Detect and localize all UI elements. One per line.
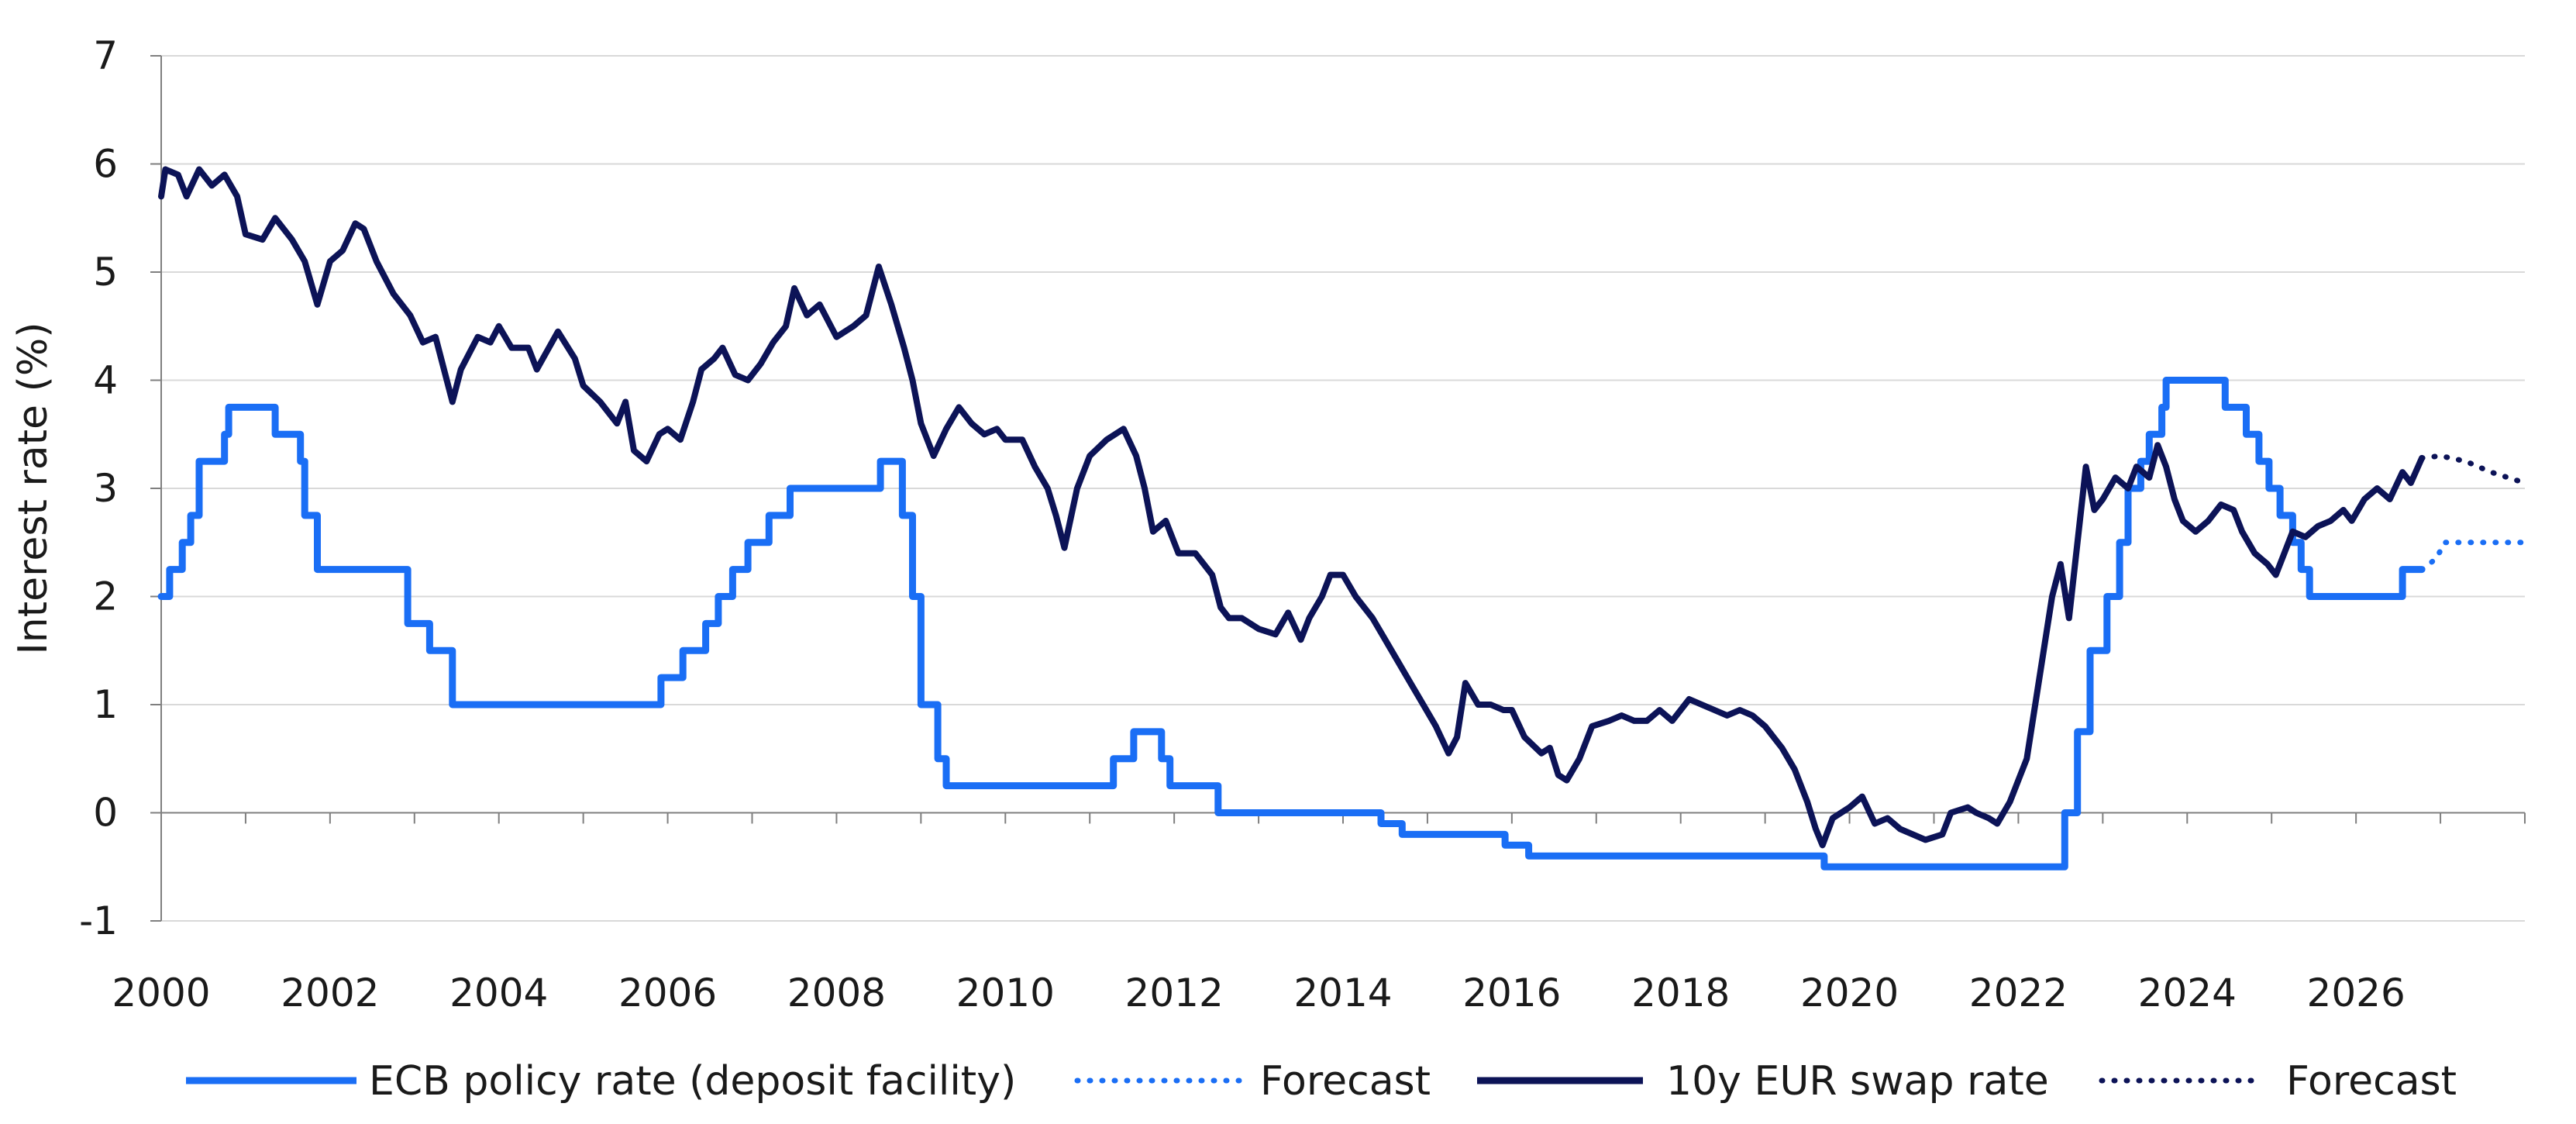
legend-label: Forecast (2286, 1058, 2457, 1105)
x-tick-label: 2022 (1969, 971, 2068, 1015)
ecb-forecast-line (2419, 540, 2528, 573)
x-tick-label: 2000 (112, 971, 210, 1015)
x-tick-label: 2004 (449, 971, 548, 1015)
legend-label: ECB policy rate (deposit facility) (369, 1058, 1016, 1105)
y-tick-label: 4 (93, 358, 118, 403)
x-tick-label: 2014 (1293, 971, 1392, 1015)
swap-rate-line (158, 166, 2426, 849)
ecb-policy-rate-line (157, 377, 2426, 871)
x-tick-label: 2024 (2138, 971, 2237, 1015)
legend: ECB policy rate (deposit facility) Foreca… (186, 1058, 2457, 1105)
tick-labels: -1 0 1 2 3 4 5 6 7 2000 2002 2004 2006 2008 2010 2012 20… (79, 33, 2406, 1015)
y-tick-label: 2 (93, 574, 118, 619)
x-tick-label: 2002 (281, 971, 379, 1015)
swap-forecast-line (2419, 453, 2528, 486)
legend-label: Forecast (1260, 1058, 1431, 1105)
legend-label: 10y EUR swap rate (1666, 1058, 2049, 1105)
x-tick-label: 2026 (2307, 971, 2406, 1015)
x-tick-label: 2010 (956, 971, 1055, 1015)
x-tick-label: 2012 (1125, 971, 1224, 1015)
series-lines (157, 166, 2528, 871)
y-tick-label: 0 (93, 791, 118, 836)
y-tick-label: -1 (79, 898, 118, 943)
x-tick-label: 2016 (1462, 971, 1561, 1015)
x-tick-label: 2008 (787, 971, 886, 1015)
y-tick-label: 6 (93, 142, 118, 187)
y-tick-label: 3 (93, 466, 118, 511)
x-tick-label: 2018 (1631, 971, 1730, 1015)
y-tick-label: 1 (93, 682, 118, 727)
y-tick-label: 5 (93, 250, 118, 295)
y-axis-title: Interest rate (%) (10, 322, 57, 654)
x-tick-label: 2020 (1800, 971, 1899, 1015)
y-tick-label: 7 (93, 33, 118, 78)
x-tick-label: 2006 (618, 971, 717, 1015)
